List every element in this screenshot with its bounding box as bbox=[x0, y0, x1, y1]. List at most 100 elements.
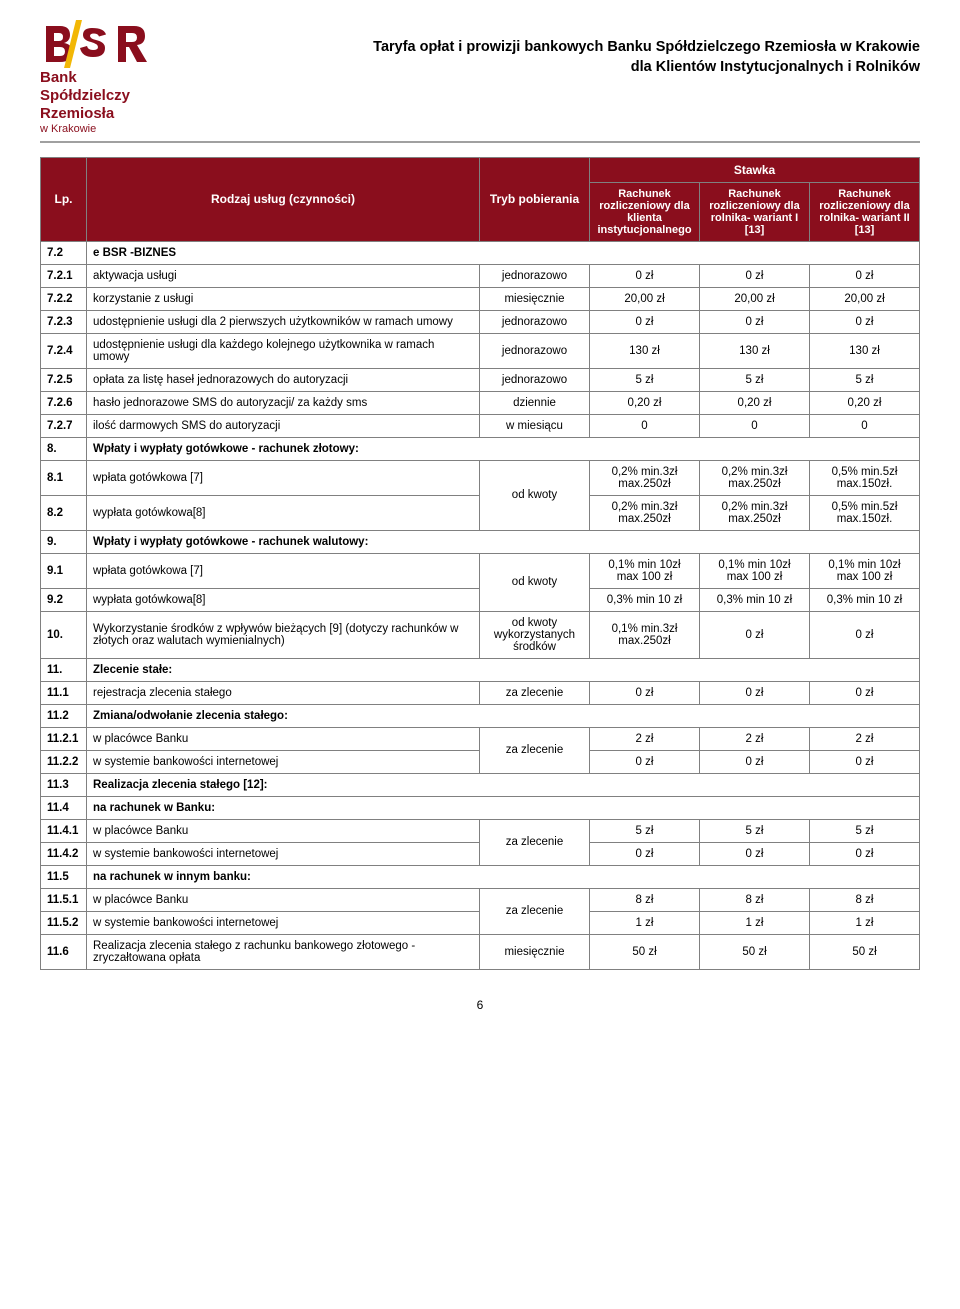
cell-value-2: 5 zł bbox=[810, 368, 920, 391]
cell-desc: aktywacja usługi bbox=[87, 264, 480, 287]
table-body: 7.2e BSR -BIZNES7.2.1aktywacja usługijed… bbox=[41, 241, 920, 969]
cell-lp: 11.2.1 bbox=[41, 727, 87, 750]
cell-value-0: 0 bbox=[590, 414, 700, 437]
cell-tryb: dziennie bbox=[480, 391, 590, 414]
cell-value-1: 0 zł bbox=[700, 681, 810, 704]
cell-desc: w systemie bankowości internetowej bbox=[87, 750, 480, 773]
table-row: 7.2.1aktywacja usługijednorazowo0 zł0 zł… bbox=[41, 264, 920, 287]
cell-value-0: 0 zł bbox=[590, 264, 700, 287]
cell-value-2: 20,00 zł bbox=[810, 287, 920, 310]
cell-value-2: 0 zł bbox=[810, 681, 920, 704]
cell-value-0: 2 zł bbox=[590, 727, 700, 750]
cell-desc: udostępnienie usługi dla 2 pierwszych uż… bbox=[87, 310, 480, 333]
logo-text-line2: Spółdzielczy bbox=[40, 88, 188, 104]
cell-tryb: za zlecenie bbox=[480, 727, 590, 773]
title-line-1: Taryfa opłat i prowizji bankowych Banku … bbox=[188, 38, 920, 58]
cell-value-1: 2 zł bbox=[700, 727, 810, 750]
document-title: Taryfa opłat i prowizji bankowych Banku … bbox=[188, 20, 920, 77]
th-rodzaj: Rodzaj usług (czynności) bbox=[87, 157, 480, 241]
table-row: 7.2.2korzystanie z usługimiesięcznie20,0… bbox=[41, 287, 920, 310]
cell-value-1: 0 zł bbox=[700, 750, 810, 773]
cell-desc: udostępnienie usługi dla każdego kolejne… bbox=[87, 333, 480, 368]
cell-value-0: 20,00 zł bbox=[590, 287, 700, 310]
cell-lp: 11.3 bbox=[41, 773, 87, 796]
cell-lp: 11.4.1 bbox=[41, 819, 87, 842]
cell-lp: 7.2.7 bbox=[41, 414, 87, 437]
section-row: 9.Wpłaty i wypłaty gotówkowe - rachunek … bbox=[41, 530, 920, 553]
cell-value-2: 0,5% min.5zł max.150zł. bbox=[810, 495, 920, 530]
table-row: 10.Wykorzystanie środków z wpływów bieżą… bbox=[41, 611, 920, 658]
cell-value-0: 0,1% min.3zł max.250zł bbox=[590, 611, 700, 658]
cell-lp: 8.2 bbox=[41, 495, 87, 530]
cell-value-2: 0 zł bbox=[810, 310, 920, 333]
logo-text-line1: Bank bbox=[40, 70, 188, 86]
cell-lp: 8.1 bbox=[41, 460, 87, 495]
cell-desc: wypłata gotówkowa[8] bbox=[87, 588, 480, 611]
cell-desc: na rachunek w Banku: bbox=[87, 796, 920, 819]
section-row: 11.4na rachunek w Banku: bbox=[41, 796, 920, 819]
th-col1: Rachunek rozliczeniowy dla klienta insty… bbox=[590, 182, 700, 241]
cell-desc: e BSR -BIZNES bbox=[87, 241, 920, 264]
cell-value-0: 5 zł bbox=[590, 819, 700, 842]
cell-desc: opłata za listę haseł jednorazowych do a… bbox=[87, 368, 480, 391]
cell-desc: wpłata gotówkowa [7] bbox=[87, 553, 480, 588]
cell-value-1: 50 zł bbox=[700, 934, 810, 969]
table-row: 9.1wpłata gotówkowa [7]od kwoty0,1% min … bbox=[41, 553, 920, 588]
cell-tryb: od kwoty bbox=[480, 553, 590, 611]
cell-lp: 9. bbox=[41, 530, 87, 553]
cell-tryb: miesięcznie bbox=[480, 287, 590, 310]
cell-lp: 11.4 bbox=[41, 796, 87, 819]
cell-desc: korzystanie z usługi bbox=[87, 287, 480, 310]
cell-value-0: 0 zł bbox=[590, 310, 700, 333]
cell-tryb: jednorazowo bbox=[480, 310, 590, 333]
cell-lp: 11.2 bbox=[41, 704, 87, 727]
table-row: 11.1rejestracja zlecenia stałegoza zlece… bbox=[41, 681, 920, 704]
cell-value-2: 0 zł bbox=[810, 842, 920, 865]
cell-value-1: 0,1% min 10zł max 100 zł bbox=[700, 553, 810, 588]
table-row: 11.6Realizacja zlecenia stałego z rachun… bbox=[41, 934, 920, 969]
cell-desc: w placówce Banku bbox=[87, 888, 480, 911]
section-row: 8.Wpłaty i wypłaty gotówkowe - rachunek … bbox=[41, 437, 920, 460]
section-row: 11.Zlecenie stałe: bbox=[41, 658, 920, 681]
cell-lp: 11.1 bbox=[41, 681, 87, 704]
cell-value-2: 0,3% min 10 zł bbox=[810, 588, 920, 611]
cell-desc: wpłata gotówkowa [7] bbox=[87, 460, 480, 495]
section-row: 11.5na rachunek w innym banku: bbox=[41, 865, 920, 888]
cell-value-0: 0 zł bbox=[590, 750, 700, 773]
cell-desc: Wpłaty i wypłaty gotówkowe - rachunek zł… bbox=[87, 437, 920, 460]
page: Bank Spółdzielczy Rzemiosła w Krakowie T… bbox=[0, 0, 960, 1042]
cell-value-2: 0 zł bbox=[810, 611, 920, 658]
table-row: 7.2.5opłata za listę haseł jednorazowych… bbox=[41, 368, 920, 391]
cell-desc: Wpłaty i wypłaty gotówkowe - rachunek wa… bbox=[87, 530, 920, 553]
cell-value-1: 0 zł bbox=[700, 310, 810, 333]
cell-value-1: 0 zł bbox=[700, 264, 810, 287]
cell-tryb: jednorazowo bbox=[480, 368, 590, 391]
cell-value-1: 5 zł bbox=[700, 368, 810, 391]
cell-value-0: 8 zł bbox=[590, 888, 700, 911]
cell-value-0: 0,20 zł bbox=[590, 391, 700, 414]
cell-value-0: 50 zł bbox=[590, 934, 700, 969]
cell-value-0: 0 zł bbox=[590, 681, 700, 704]
cell-value-2: 0,1% min 10zł max 100 zł bbox=[810, 553, 920, 588]
cell-lp: 11.2.2 bbox=[41, 750, 87, 773]
table-row: 7.2.3udostępnienie usługi dla 2 pierwszy… bbox=[41, 310, 920, 333]
cell-desc: w placówce Banku bbox=[87, 727, 480, 750]
cell-lp: 7.2.3 bbox=[41, 310, 87, 333]
table-row: 7.2.6hasło jednorazowe SMS do autoryzacj… bbox=[41, 391, 920, 414]
cell-value-1: 20,00 zł bbox=[700, 287, 810, 310]
cell-tryb: jednorazowo bbox=[480, 264, 590, 287]
cell-lp: 9.2 bbox=[41, 588, 87, 611]
table-row: 7.2.4udostępnienie usługi dla każdego ko… bbox=[41, 333, 920, 368]
cell-lp: 11.5 bbox=[41, 865, 87, 888]
cell-lp: 11.5.1 bbox=[41, 888, 87, 911]
title-line-2: dla Klientów Instytucjonalnych i Rolnikó… bbox=[188, 58, 920, 78]
cell-desc: wypłata gotówkowa[8] bbox=[87, 495, 480, 530]
cell-lp: 8. bbox=[41, 437, 87, 460]
cell-value-2: 1 zł bbox=[810, 911, 920, 934]
cell-lp: 10. bbox=[41, 611, 87, 658]
cell-lp: 7.2 bbox=[41, 241, 87, 264]
tariff-table: Lp. Rodzaj usług (czynności) Tryb pobier… bbox=[40, 157, 920, 970]
cell-desc: hasło jednorazowe SMS do autoryzacji/ za… bbox=[87, 391, 480, 414]
table-row: 11.5.1w placówce Bankuza zlecenie8 zł8 z… bbox=[41, 888, 920, 911]
th-col3: Rachunek rozliczeniowy dla rolnika- wari… bbox=[810, 182, 920, 241]
